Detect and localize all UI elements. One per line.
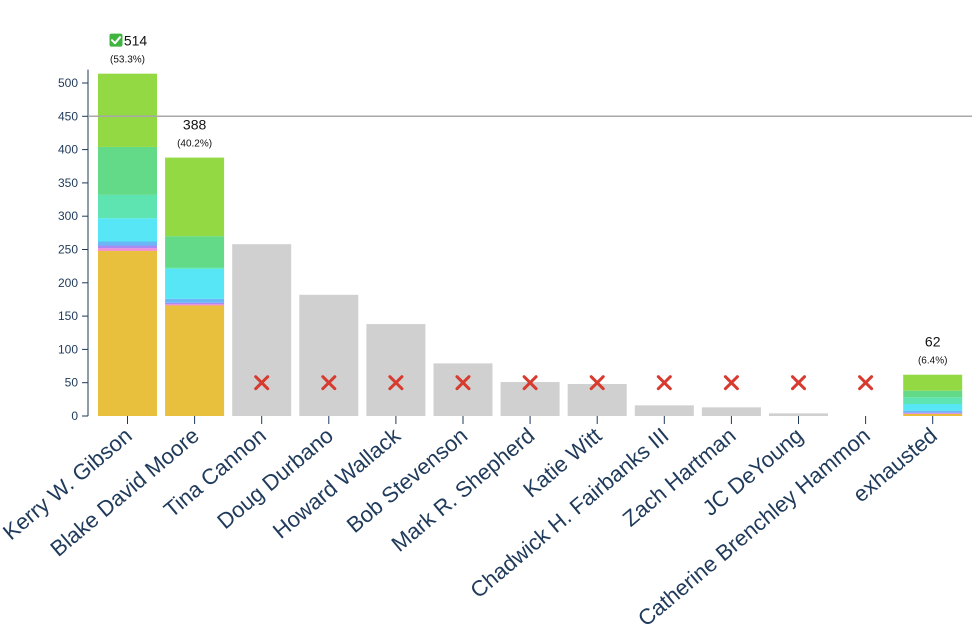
eliminated-x-icon [589, 375, 605, 391]
bars [98, 73, 963, 416]
winner-check-icon [109, 33, 123, 47]
y-tick-label: 200 [58, 276, 78, 290]
bar-total-label: 388 [183, 117, 207, 133]
bar-segment-round-8 [165, 157, 225, 237]
eliminated-bar [232, 244, 292, 416]
bar-segment-round-5 [165, 268, 225, 299]
bar-labels: 514 (53.3%) 388 (40.2%) 62 (6.4%) [109, 33, 947, 391]
bar-segment-round-2 [903, 413, 963, 415]
y-tick-label: 500 [58, 76, 78, 90]
eliminated-bar [634, 405, 694, 416]
bar-segment-round-7 [165, 236, 225, 268]
bar-percent-label: (40.2%) [177, 139, 212, 150]
eliminated-bar [366, 324, 426, 416]
bar-segment-round-7 [98, 146, 157, 195]
eliminated-x-icon [723, 375, 739, 391]
eliminated-bar [567, 384, 627, 416]
bar-segment-round-2 [98, 248, 157, 251]
bar-segment-round-6 [165, 267, 225, 269]
y-tick-label: 450 [58, 109, 78, 123]
bar-segment-round-2 [165, 304, 225, 306]
bar-segment-round-4 [903, 410, 963, 413]
bar-segment-round-8 [98, 73, 157, 147]
eliminated-bar [500, 382, 560, 416]
eliminated-x-icon [254, 375, 270, 391]
bar-segment-round-4 [98, 241, 157, 246]
bar-segment-round-5 [903, 404, 963, 411]
eliminated-bar [433, 363, 493, 416]
y-tick-label: 250 [58, 243, 78, 257]
bar-segment-round-6 [98, 194, 157, 219]
bar-segment-round-1 [98, 250, 157, 416]
eliminated-bar [769, 413, 828, 416]
bar-segment-round-8 [903, 374, 963, 391]
eliminated-x-icon [522, 375, 538, 391]
candidate-label: Zach Hartman [618, 423, 741, 532]
eliminated-x-icon [858, 375, 874, 391]
bar-segment-round-1 [903, 414, 963, 416]
y-tick-label: 100 [58, 342, 78, 356]
eliminated-x-icon [791, 375, 806, 391]
y-tick-label: 150 [58, 309, 78, 323]
eliminated-x-icon [388, 375, 404, 391]
eliminated-x-icon [455, 375, 471, 391]
eliminated-bar [701, 407, 761, 416]
bar-segment-round-3 [165, 302, 225, 305]
bar-total-label: 514 [124, 33, 148, 49]
bar-segment-round-6 [903, 397, 963, 405]
eliminated-bar [299, 294, 359, 416]
bar-total-label: 62 [925, 334, 941, 350]
y-axis: 0 50 100 150 200 250 300 350 400 450 500 [58, 69, 89, 423]
bar-segment-round-4 [165, 298, 225, 303]
eliminated-x-icon [321, 375, 337, 391]
bar-percent-label: (6.4%) [918, 356, 947, 367]
y-tick-label: 300 [58, 209, 78, 223]
bar-segment-round-5 [98, 218, 157, 242]
y-tick-label: 50 [65, 376, 79, 390]
bar-segment-round-1 [165, 305, 225, 416]
eliminated-x-icon [656, 375, 672, 391]
bar-segment-round-3 [98, 245, 157, 249]
y-tick-label: 350 [58, 176, 78, 190]
bar-segment-round-7 [903, 390, 963, 398]
bar-percent-label: (53.3%) [110, 55, 145, 66]
y-tick-label: 0 [71, 409, 78, 423]
y-tick-label: 400 [58, 143, 78, 157]
bar-segment-round-3 [903, 412, 963, 414]
